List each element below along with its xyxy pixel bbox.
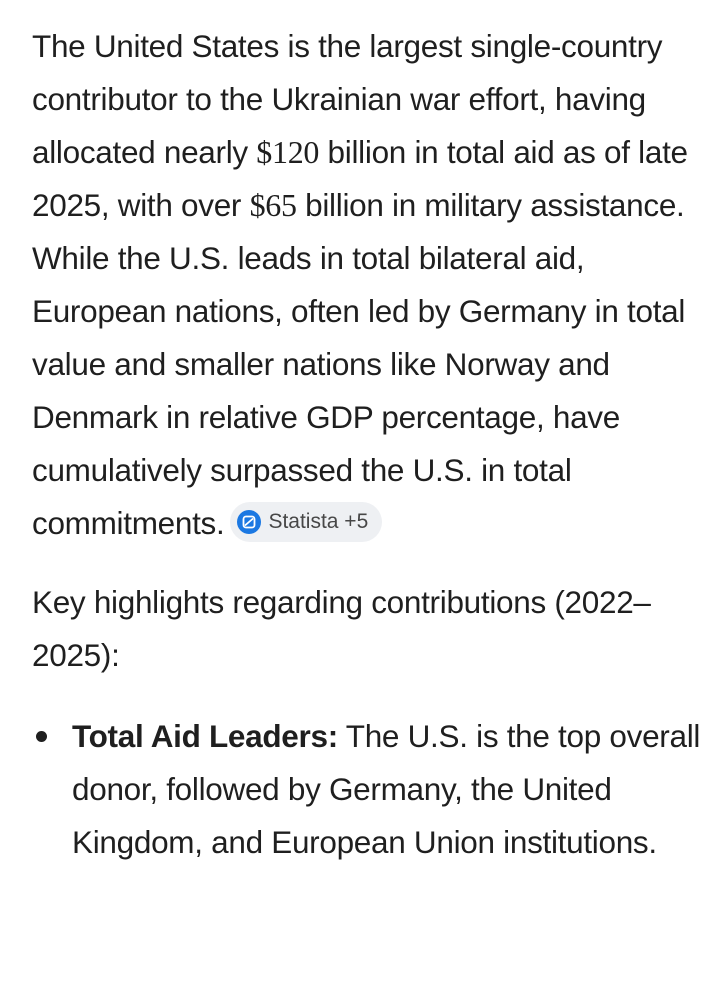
source-chip[interactable]: Statista +5 xyxy=(230,502,383,542)
bullet-text: The U.S. is the top overall donor, follo… xyxy=(72,718,701,860)
intro-text-3: billion in military assistance. While th… xyxy=(32,187,686,541)
bullet-icon xyxy=(36,731,47,742)
bullet-title: Total Aid Leaders: xyxy=(72,718,338,754)
list-item: Total Aid Leaders: The U.S. is the top o… xyxy=(32,710,702,869)
highlights-list: Total Aid Leaders: The U.S. is the top o… xyxy=(32,710,702,869)
intro-text-2: billion in total aid as of late 2025, wi… xyxy=(32,134,688,223)
source-chip-label: Statista +5 xyxy=(268,510,369,533)
highlights-heading: Key highlights regarding contributions (… xyxy=(32,584,651,673)
aid-amount-military: $65 xyxy=(249,187,297,223)
aid-amount-total: $120 xyxy=(256,134,320,170)
statista-logo-icon xyxy=(237,510,262,534)
intro-text-1: The United States is the largest single-… xyxy=(32,28,663,170)
intro-paragraph: The United States is the largest single-… xyxy=(32,20,702,550)
response-content: The United States is the largest single-… xyxy=(32,20,702,869)
